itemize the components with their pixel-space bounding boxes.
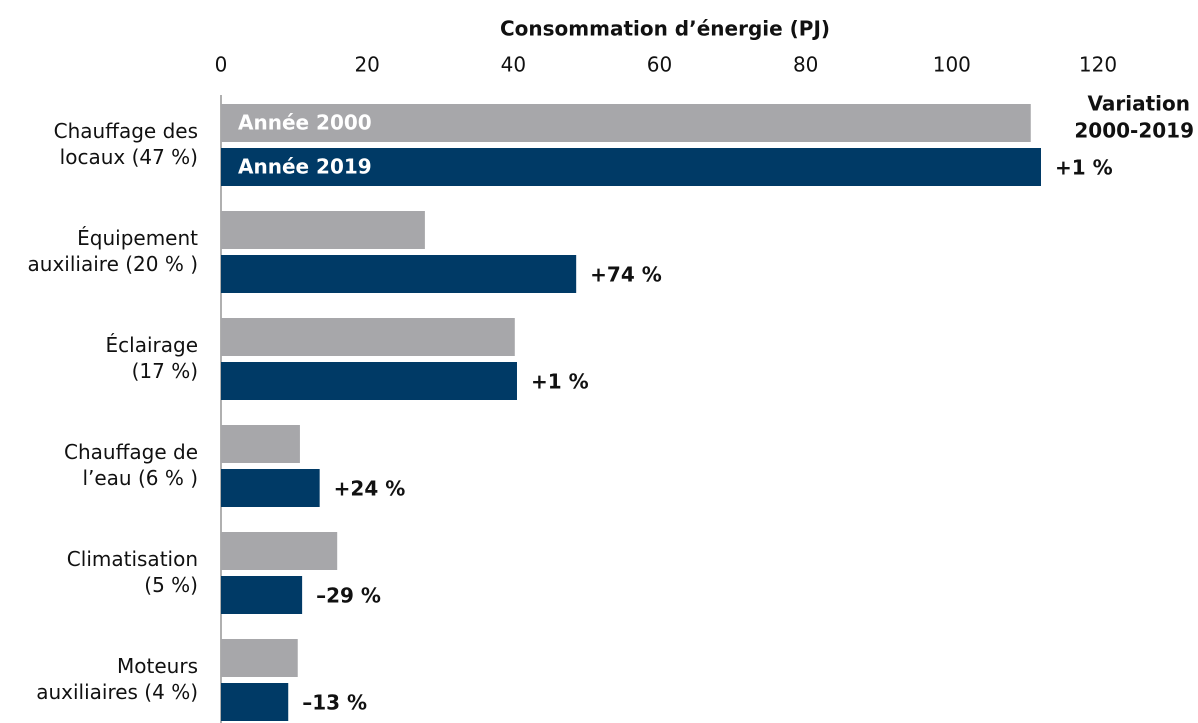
x-tick-label: 100 [933,53,971,77]
bar [221,104,1031,142]
y-tick-label: Moteurs auxiliaires (4 %) [36,654,198,704]
x-tick-label: 20 [354,53,379,77]
bar [221,683,289,721]
x-tick-label: 60 [647,53,672,77]
change-title: Variation [1088,92,1191,116]
y-tick-label: Équipement auxiliaire (20 % ) [28,226,199,276]
bar [221,469,320,507]
bar [221,362,517,400]
x-tick-label: 0 [215,53,228,77]
change-label: +1 % [531,370,589,394]
y-tick-label: Climatisation (5 %) [67,547,198,597]
x-tick-label: 120 [1079,53,1117,77]
y-tick-label: Éclairage (17 %) [106,333,198,383]
change-label: +24 % [334,477,406,501]
x-axis-title: Consommation d’énergie (PJ) [500,17,830,41]
bar [221,425,300,463]
x-tick-label: 80 [793,53,818,77]
change-label: –13 % [302,691,367,715]
y-tick-label: Chauffage des locaux (47 %) [54,119,198,169]
y-tick-label: Chauffage de l’eau (6 % ) [64,440,198,490]
bar [221,148,1041,186]
bar [221,639,298,677]
bar [221,576,303,614]
legend-label: Année 2019 [238,155,372,179]
change-label: +1 % [1055,156,1113,180]
bar [221,318,515,356]
change-label: –29 % [316,584,381,608]
bar [221,532,338,570]
change-label: +74 % [590,263,662,287]
x-tick-label: 40 [501,53,526,77]
bar [221,255,577,293]
bar [221,211,425,249]
legend-label: Année 2000 [238,111,372,135]
change-title: 2000-2019 [1074,119,1194,143]
